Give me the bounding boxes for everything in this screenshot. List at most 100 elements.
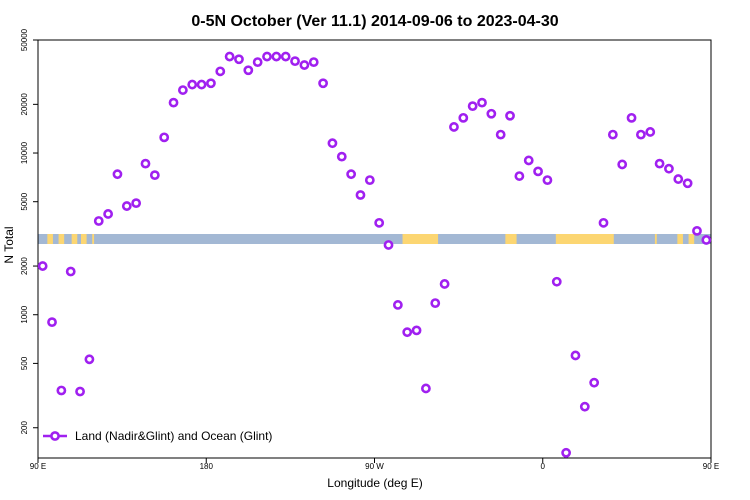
x-tick-label: 180 [200,462,214,471]
data-point [308,57,319,68]
data-point [495,129,506,140]
data-point [523,155,534,166]
data-point [187,79,198,90]
x-tick-label: 90 W [365,462,384,471]
data-point [561,447,572,458]
data-point [56,385,67,396]
land-segment [402,234,439,244]
data-point [290,56,300,67]
data-point [364,175,375,186]
data-point [458,112,469,123]
data-point [103,209,114,219]
data-point [533,166,543,177]
data-point [37,261,48,271]
data-point [280,51,291,62]
data-point [224,51,235,62]
data-point [112,169,123,180]
x-tick-label: 0 [541,462,546,471]
y-tick-label: 1000 [20,305,29,323]
data-point [486,108,497,119]
data-point [93,216,104,226]
data-point [551,276,562,287]
data-point [402,327,413,338]
data-point [392,300,403,310]
data-point [542,175,553,186]
y-axis: 200 500 1000 2000 5000 10000 20000 50000 [20,28,38,434]
land-segment [47,234,53,244]
data-point [318,78,328,89]
data-point [75,386,85,397]
data-point [168,97,179,108]
data-point [579,401,590,412]
data-point [477,97,487,108]
data-point [234,54,244,65]
data-point [299,60,310,70]
data-point [47,317,57,328]
y-tick-label: 2000 [20,257,29,275]
chart-title: 0-5N October (Ver 11.1) 2014-09-06 to 20… [191,13,558,30]
y-tick-label: 5000 [20,192,29,210]
data-point [159,132,170,143]
land-segment [71,234,78,244]
data-point [673,174,684,184]
land-segment [688,234,695,244]
data-point [383,240,394,250]
x-axis: 90 E 180 90 W 0 90 E [30,458,719,471]
data-point [589,377,600,388]
data-point [84,354,95,365]
data-point [439,279,450,289]
data-point [692,225,702,236]
y-axis-label: N Total [2,226,16,263]
data-point [196,79,207,90]
land-segment [555,234,614,244]
x-tick-label: 90 E [703,462,719,471]
data-point [262,51,272,62]
data-point [645,127,656,137]
data-point [252,57,263,68]
data-point [140,158,151,169]
data-point [121,201,132,211]
data-point [598,217,609,228]
data-point [346,169,357,180]
surface-band [38,234,711,244]
data-point [505,110,515,121]
data-point [65,266,76,277]
data-point [467,101,478,112]
data-point [664,163,674,174]
land-segment [505,234,517,244]
y-tick-label: 200 [20,421,29,435]
data-point [607,129,618,140]
data-point [327,138,338,149]
data-point [430,298,441,309]
land-segment [92,234,95,244]
legend-marker [50,431,60,441]
data-point [449,122,459,132]
legend-label: Land (Nadir&Glint) and Ocean (Glint) [75,429,272,443]
data-point [271,51,282,62]
data-point [617,159,628,170]
data-point [355,190,366,200]
data-point [626,112,637,123]
data-point [177,85,188,95]
data-point [701,235,712,245]
data-point [243,65,254,76]
y-tick-label: 50000 [20,28,29,51]
data-point [411,325,422,336]
data-point [131,198,142,209]
land-segment [58,234,65,244]
land-segment [654,234,657,244]
data-point [206,78,216,89]
legend: Land (Nadir&Glint) and Ocean (Glint) [43,429,272,443]
data-point [421,383,431,394]
x-axis-label: Longitude (deg E) [327,476,422,490]
data-point [635,129,646,140]
land-segment [80,234,87,244]
data-point [682,178,693,189]
land-segment [677,234,683,244]
data-point [336,151,347,162]
y-tick-label: 500 [20,356,29,370]
data-point [374,217,385,228]
data-point [570,350,581,361]
y-tick-label: 10000 [20,141,29,164]
